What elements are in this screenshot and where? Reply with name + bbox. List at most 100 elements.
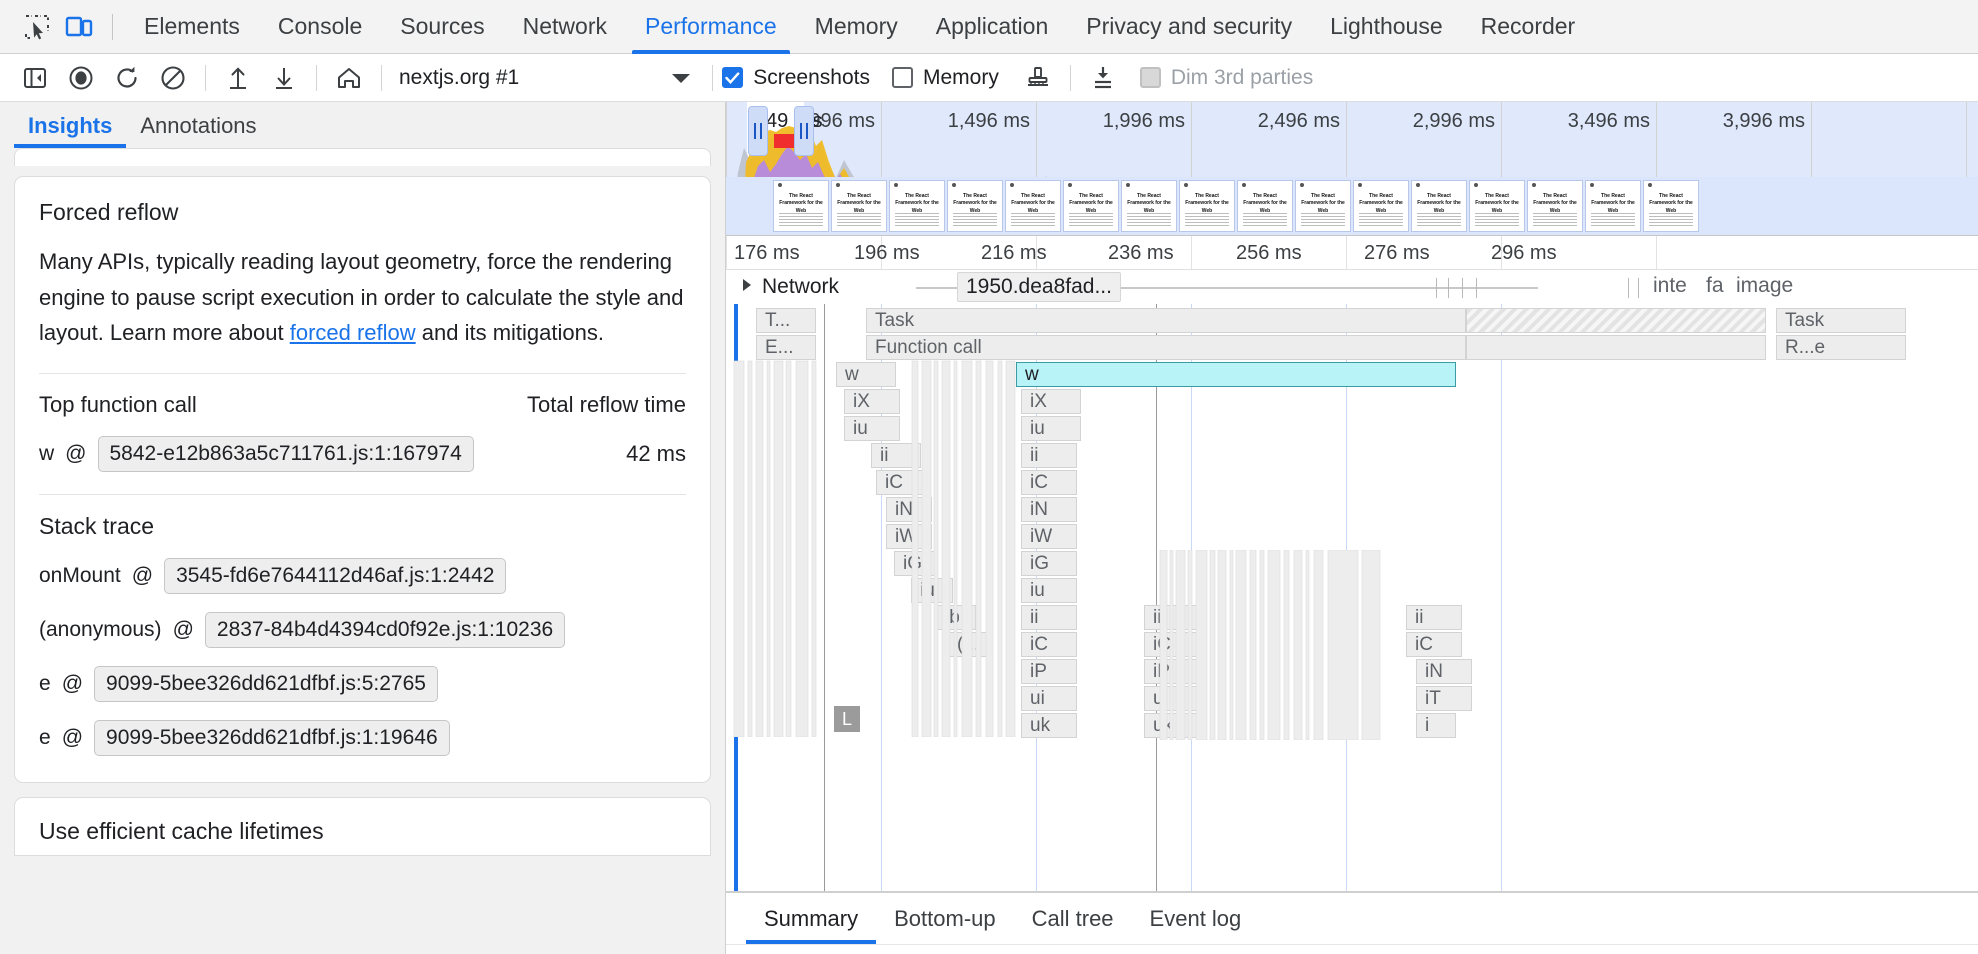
filmstrip-thumbnail[interactable]: The React Framework for the Web bbox=[1237, 180, 1293, 232]
forced-reflow-link[interactable]: forced reflow bbox=[289, 320, 416, 346]
tab-summary[interactable]: Summary bbox=[746, 906, 877, 944]
flame-cell[interactable]: iN bbox=[1021, 497, 1077, 522]
flame-cell[interactable]: E... bbox=[756, 335, 816, 360]
flame-cell[interactable]: iu bbox=[1021, 578, 1077, 603]
tab-sources[interactable]: Sources bbox=[400, 13, 485, 39]
tab-elements[interactable]: Elements bbox=[144, 13, 240, 39]
long-task-marker[interactable] bbox=[774, 134, 800, 148]
checkbox-box-checked bbox=[722, 67, 744, 88]
timeline-overview[interactable]: 996 ms 1,496 ms 1,996 ms 2,496 ms 2,996 … bbox=[726, 102, 1978, 236]
filmstrip-thumbnail[interactable]: The React Framework for the Web bbox=[1295, 180, 1351, 232]
insight-divider bbox=[39, 372, 686, 374]
flame-cell[interactable]: Function call bbox=[866, 335, 1466, 360]
chevron-down-icon[interactable] bbox=[659, 58, 703, 98]
filmstrip-thumbnail[interactable]: The React Framework for the Web bbox=[1411, 180, 1467, 232]
filmstrip-thumbnail[interactable]: The React Framework for the Web bbox=[1353, 180, 1409, 232]
network-track[interactable]: Network 1950.dea8fad... inte fa image bbox=[726, 270, 1978, 304]
flame-cell[interactable]: ii bbox=[1021, 605, 1077, 630]
filmstrip-thumbnail[interactable]: The React Framework for the Web bbox=[1469, 180, 1525, 232]
stack-frame-location-link[interactable]: 2837-84b4d4394cd0f92e.js:1:10236 bbox=[204, 611, 566, 648]
tab-event-log[interactable]: Event log bbox=[1149, 906, 1242, 931]
flame-cell-hatched[interactable] bbox=[1466, 308, 1766, 333]
garbage-collect-icon[interactable] bbox=[1015, 58, 1061, 98]
stack-frame-location-link[interactable]: 9099-5bee326dd621dfbf.js:5:2765 bbox=[94, 665, 438, 702]
screenshots-checkbox[interactable]: Screenshots bbox=[722, 66, 870, 90]
cpu-throttle-icon[interactable] bbox=[1080, 58, 1126, 98]
insight-card-forced-reflow[interactable]: Forced reflow Many APIs, typically readi… bbox=[14, 176, 711, 783]
top-function-location-link[interactable]: 5842-e12b863a5c711761.js:1:167974 bbox=[97, 435, 474, 472]
filmstrip-thumbnail[interactable]: The React Framework for the Web bbox=[1527, 180, 1583, 232]
flame-cell[interactable]: ui bbox=[1021, 686, 1077, 711]
stack-frame-location-link[interactable]: 9099-5bee326dd621dfbf.js:1:19646 bbox=[94, 719, 450, 756]
inspect-element-icon[interactable] bbox=[16, 7, 58, 47]
flame-cell[interactable]: uk bbox=[1021, 713, 1077, 738]
chevron-right-icon[interactable] bbox=[740, 278, 754, 297]
flame-cell[interactable]: iC bbox=[1406, 632, 1462, 657]
sidebar-toggle-icon[interactable] bbox=[12, 58, 58, 98]
dim-3rd-parties-checkbox[interactable]: Dim 3rd parties bbox=[1139, 66, 1313, 90]
flame-cell[interactable] bbox=[1466, 335, 1766, 360]
tab-memory[interactable]: Memory bbox=[814, 13, 898, 39]
tab-application[interactable]: Application bbox=[935, 13, 1049, 39]
flame-cell[interactable]: iP bbox=[1021, 659, 1077, 684]
flame-cell[interactable]: Task bbox=[1776, 308, 1906, 333]
flame-cell[interactable]: iC bbox=[1021, 632, 1077, 657]
flame-chart[interactable]: Network 1950.dea8fad... inte fa image bbox=[726, 270, 1978, 892]
filmstrip-thumbnail[interactable]: The React Framework for the Web bbox=[1643, 180, 1699, 232]
reload-and-record-icon[interactable] bbox=[104, 58, 150, 98]
stack-frame-location-link[interactable]: 3545-fd6e7644112d46af.js:1:2442 bbox=[164, 557, 507, 594]
flame-cell[interactable]: iu bbox=[1021, 416, 1081, 441]
tab-insights[interactable]: Insights bbox=[14, 113, 127, 148]
tab-performance[interactable]: Performance bbox=[626, 0, 796, 54]
network-request-tooltip[interactable]: 1950.dea8fad... bbox=[957, 272, 1121, 302]
filmstrip-thumbnail[interactable]: The React Framework for the Web bbox=[831, 180, 887, 232]
flame-cell[interactable]: ii bbox=[1021, 443, 1077, 468]
flame-cell[interactable]: iW bbox=[1021, 524, 1077, 549]
filmstrip-thumbnail[interactable]: The React Framework for the Web bbox=[1121, 180, 1177, 232]
flame-cell[interactable]: iX bbox=[1021, 389, 1081, 414]
tab-annotations[interactable]: Annotations bbox=[140, 113, 257, 138]
tab-privacy-and-security[interactable]: Privacy and security bbox=[1086, 13, 1293, 39]
insight-card-cache-lifetimes[interactable]: Use efficient cache lifetimes bbox=[14, 796, 711, 856]
record-icon[interactable] bbox=[58, 58, 104, 98]
flame-cell[interactable]: w bbox=[836, 362, 896, 387]
detail-timeline-ruler[interactable]: 176 ms 196 ms 216 ms 236 ms 256 ms 276 m… bbox=[726, 236, 1978, 270]
filmstrip-thumbnail[interactable]: The React Framework for the Web bbox=[1179, 180, 1235, 232]
filmstrip-thumbnail[interactable]: The React Framework for the Web bbox=[1005, 180, 1061, 232]
filmstrip-thumbnail[interactable]: The React Framework for the Web bbox=[1063, 180, 1119, 232]
flame-cell[interactable]: ii bbox=[1406, 605, 1462, 630]
tab-network[interactable]: Network bbox=[522, 13, 607, 39]
flame-cell[interactable]: T... bbox=[756, 308, 816, 333]
memory-checkbox[interactable]: Memory bbox=[891, 66, 999, 90]
flame-cell[interactable]: iG bbox=[1021, 551, 1077, 576]
flame-cell[interactable]: iX bbox=[844, 389, 900, 414]
tab-lighthouse[interactable]: Lighthouse bbox=[1330, 13, 1443, 39]
tab-call-tree[interactable]: Call tree bbox=[1031, 906, 1114, 931]
flame-cell[interactable]: Task bbox=[866, 308, 1466, 333]
flame-cell[interactable]: iT bbox=[1416, 686, 1472, 711]
filmstrip-thumbnail[interactable]: The React Framework for the Web bbox=[889, 180, 945, 232]
download-icon[interactable] bbox=[261, 58, 307, 98]
flame-cell[interactable]: iu bbox=[844, 416, 900, 441]
tab-recorder[interactable]: Recorder bbox=[1480, 13, 1576, 39]
flame-cell[interactable]: iC bbox=[1021, 470, 1077, 495]
upload-icon[interactable] bbox=[215, 58, 261, 98]
flame-cell[interactable]: R...e bbox=[1776, 335, 1906, 360]
insight-card-previous-partial[interactable] bbox=[14, 148, 711, 166]
screenshot-filmstrip[interactable]: The React Framework for the Web The Reac… bbox=[726, 177, 1978, 235]
flame-cell[interactable]: i bbox=[1416, 713, 1456, 738]
filmstrip-thumbnail[interactable]: The React Framework for the Web bbox=[1585, 180, 1641, 232]
tab-bottom-up[interactable]: Bottom-up bbox=[894, 906, 996, 931]
filmstrip-thumbnail[interactable]: The React Framework for the Web bbox=[947, 180, 1003, 232]
selection-handle-left[interactable] bbox=[748, 106, 768, 156]
device-toolbar-icon[interactable] bbox=[58, 7, 100, 47]
home-icon[interactable] bbox=[326, 58, 372, 98]
flame-dense-slivers-right bbox=[1159, 550, 1381, 740]
clear-icon[interactable] bbox=[150, 58, 196, 98]
filmstrip-thumbnail[interactable]: The React Framework for the Web bbox=[773, 180, 829, 232]
selection-handle-right[interactable] bbox=[794, 106, 814, 156]
flame-cell-selected[interactable]: w bbox=[1016, 362, 1456, 387]
tab-console[interactable]: Console bbox=[277, 13, 363, 39]
layout-shift-marker[interactable]: L bbox=[834, 706, 860, 732]
flame-cell[interactable]: iN bbox=[1416, 659, 1472, 684]
